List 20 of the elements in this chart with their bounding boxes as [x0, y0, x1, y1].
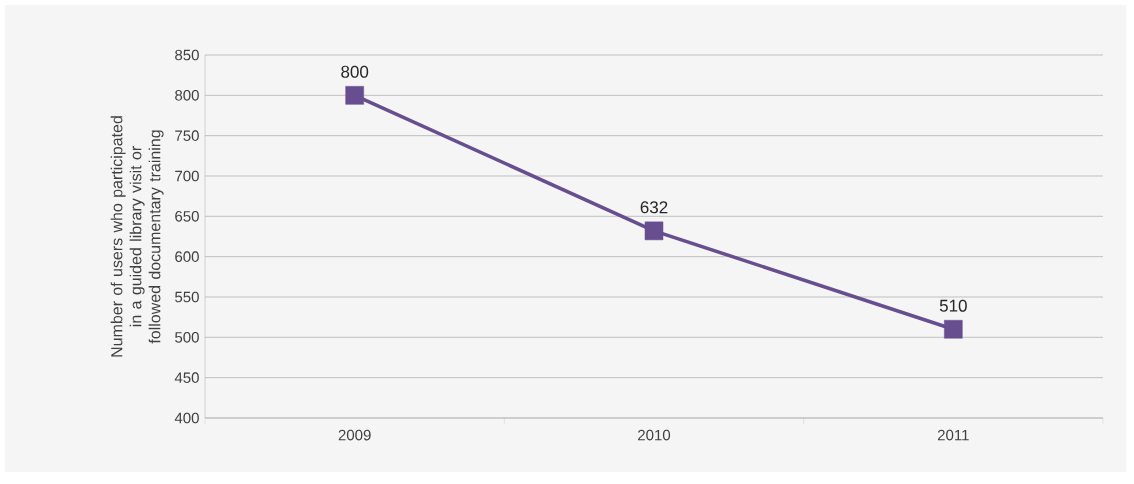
y-tick-label: 700 — [175, 170, 199, 182]
x-tick-label: 2011 — [937, 429, 969, 441]
x-tick-label: 2009 — [338, 429, 371, 441]
y-tick-label: 400 — [174, 412, 199, 424]
x-tick-label: 2010 — [638, 429, 671, 441]
data-label: 800 — [341, 65, 369, 78]
y-tick-label: 600 — [175, 251, 199, 262]
y-tick-label: 450 — [174, 372, 199, 383]
y-tick-label: 650 — [175, 211, 199, 222]
y-tick-label: 800 — [175, 90, 199, 101]
point — [345, 86, 364, 105]
y-tick-label: 850 — [175, 49, 199, 61]
point — [944, 320, 963, 339]
point — [644, 221, 664, 241]
y-tick-label: 550 — [175, 291, 199, 303]
y-axis-title: Number of users who participated in a guided library visit or followed documentary training — [110, 116, 164, 357]
data-label: 510 — [939, 299, 967, 312]
y-tick-label: 500 — [175, 332, 199, 343]
data-label: 632 — [640, 201, 668, 214]
y-tick-label: 750 — [175, 130, 199, 141]
